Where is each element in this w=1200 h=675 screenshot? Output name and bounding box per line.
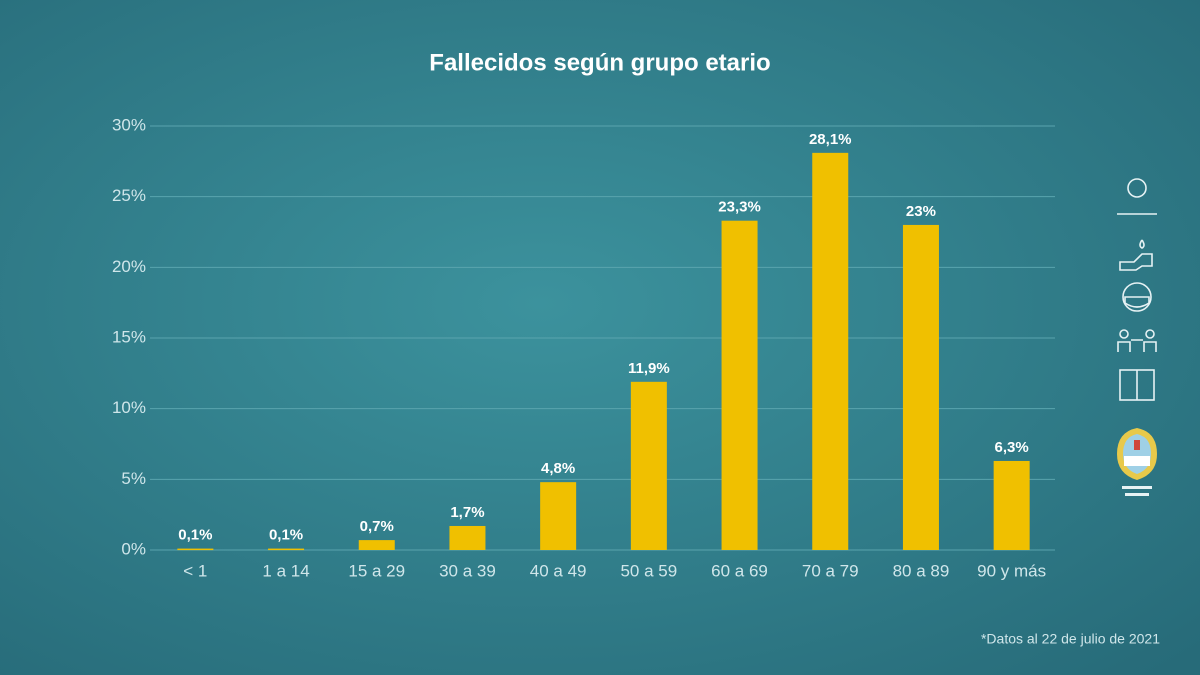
value-label: 0,7% (360, 518, 394, 535)
y-tick-label: 15% (112, 327, 146, 346)
bar (177, 548, 214, 551)
y-tick-label: 25% (112, 186, 146, 205)
y-tick-label: 20% (112, 257, 146, 276)
y-tick-label: 5% (121, 469, 146, 488)
x-tick-label: 80 a 89 (893, 561, 950, 580)
y-tick-label: 0% (121, 539, 146, 558)
x-tick-label: 15 a 29 (348, 561, 405, 580)
value-label: 1,7% (450, 504, 484, 521)
value-label: 28,1% (809, 131, 852, 148)
bar (449, 525, 486, 550)
bar (630, 381, 667, 550)
x-tick-label: 50 a 59 (620, 561, 677, 580)
footnote: *Datos al 22 de julio de 2021 (981, 631, 1160, 647)
y-tick-label: 30% (112, 115, 146, 134)
side-icons (1117, 178, 1157, 496)
bar (540, 482, 577, 550)
bar (268, 548, 305, 551)
value-label: 23% (906, 203, 936, 220)
value-label: 0,1% (269, 527, 303, 544)
value-label: 11,9% (628, 360, 670, 377)
x-tick-label: 30 a 39 (439, 561, 496, 580)
x-tick-label: 90 y más (977, 561, 1046, 580)
bar (358, 540, 395, 550)
value-label: 4,8% (541, 460, 575, 477)
x-tick-label: 1 a 14 (262, 561, 309, 580)
x-tick-label: < 1 (183, 561, 207, 580)
value-label: 23,3% (718, 199, 761, 216)
bar (721, 220, 758, 550)
x-tick-label: 60 a 69 (711, 561, 768, 580)
bar (902, 224, 939, 550)
bar (993, 460, 1030, 550)
x-tick-label: 40 a 49 (530, 561, 587, 580)
value-label: 6,3% (995, 439, 1029, 456)
bar (812, 152, 849, 550)
x-tick-label: 70 a 79 (802, 561, 859, 580)
y-tick-label: 10% (112, 398, 146, 417)
chart-title: Fallecidos según grupo etario (429, 49, 770, 76)
value-label: 0,1% (178, 527, 212, 544)
